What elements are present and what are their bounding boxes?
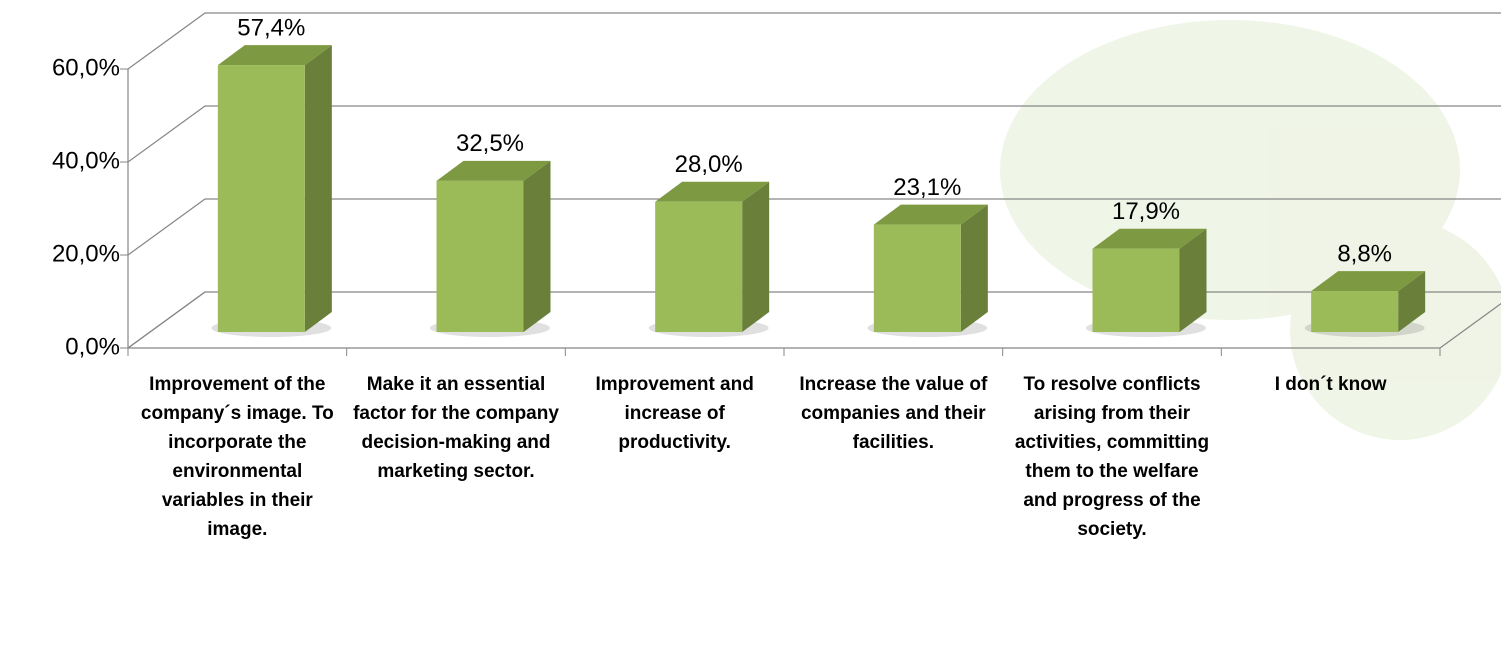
x-tick-label: I don´t know bbox=[1274, 374, 1387, 395]
grid-line bbox=[127, 198, 1501, 256]
value-label: 17,9% bbox=[1112, 198, 1180, 225]
bar-top bbox=[655, 181, 770, 202]
bar bbox=[873, 224, 961, 332]
grid-line bbox=[127, 12, 1501, 70]
x-tick-label: Improvement and increase of productivity… bbox=[595, 374, 754, 453]
y-tick-label: 20,0% bbox=[52, 240, 120, 267]
bar-side bbox=[742, 181, 770, 332]
value-label: 8,8% bbox=[1337, 240, 1392, 267]
y-tick-label: 0,0% bbox=[65, 333, 120, 360]
grid-line bbox=[127, 105, 1501, 163]
bar-side bbox=[960, 204, 988, 332]
bar-side bbox=[304, 45, 332, 333]
bar bbox=[217, 65, 305, 332]
bar bbox=[655, 201, 743, 332]
y-tick-label: 60,0% bbox=[52, 54, 120, 81]
value-label: 28,0% bbox=[675, 151, 743, 178]
bar-top bbox=[1311, 271, 1426, 292]
x-tick-label: To resolve conflicts arising from their … bbox=[1014, 374, 1210, 540]
value-label: 32,5% bbox=[456, 130, 524, 157]
x-tick-label: Increase the value of companies and thei… bbox=[799, 374, 988, 453]
bar-top bbox=[217, 45, 332, 66]
x-tick-label: Make it an essential factor for the comp… bbox=[353, 374, 559, 482]
bar bbox=[1092, 248, 1180, 332]
bar-top bbox=[436, 160, 551, 181]
bar-top bbox=[873, 204, 988, 225]
x-tick-label: Improvement of the company´s image. To i… bbox=[140, 374, 334, 540]
bar-top bbox=[1092, 228, 1207, 249]
bar bbox=[436, 180, 524, 332]
bar-side bbox=[1179, 228, 1207, 332]
bar-side bbox=[523, 160, 551, 332]
grid-line bbox=[127, 291, 1501, 349]
bar-side bbox=[1398, 271, 1426, 332]
value-label: 57,4% bbox=[237, 14, 305, 41]
bar bbox=[1311, 291, 1399, 332]
value-label: 23,1% bbox=[893, 174, 961, 201]
y-tick-label: 40,0% bbox=[52, 147, 120, 174]
